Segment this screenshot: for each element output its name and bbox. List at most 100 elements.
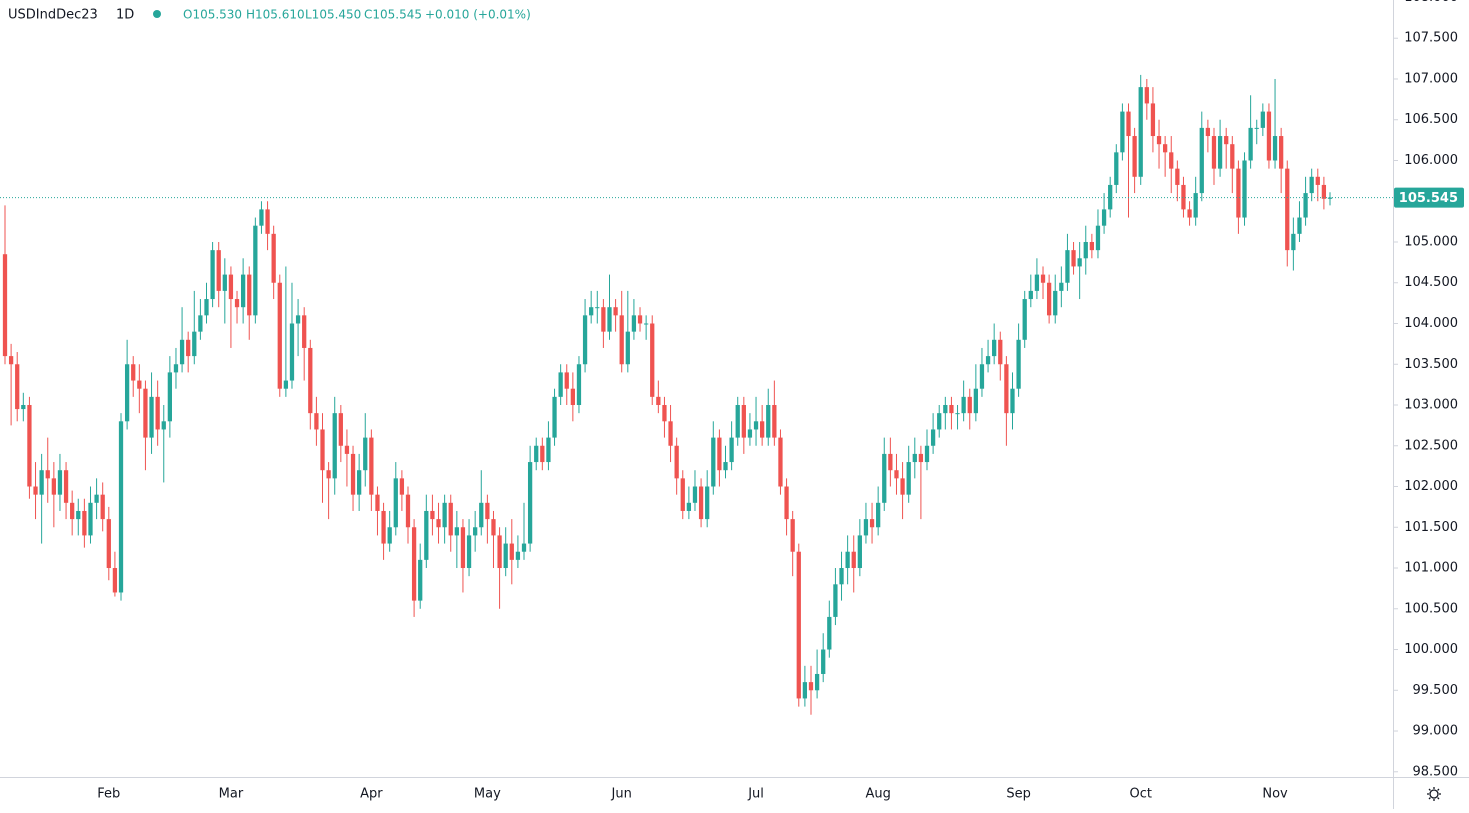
candle-body <box>619 315 624 365</box>
candle-body <box>534 445 539 463</box>
x-tick-label: Oct <box>1129 787 1151 802</box>
candle-body <box>723 462 728 471</box>
y-tick-label: 99.500 <box>1413 683 1459 698</box>
candle-body <box>686 502 692 511</box>
y-tick-label: 104.000 <box>1404 316 1458 331</box>
candle-body <box>399 478 405 495</box>
candle-body <box>1242 160 1247 218</box>
candle-body <box>937 413 942 430</box>
candle-body <box>179 339 185 365</box>
candle-body <box>222 274 227 291</box>
candle-body <box>943 405 948 414</box>
candle-body <box>705 486 710 520</box>
interval[interactable]: 1D <box>116 8 134 23</box>
candle-body <box>894 470 899 479</box>
y-tick-label: 104.500 <box>1404 275 1458 290</box>
candle-body <box>735 405 740 438</box>
candle-body <box>39 470 44 495</box>
settings-icon[interactable] <box>1427 787 1441 801</box>
legend-open: O105.530 <box>183 8 242 22</box>
candle-body <box>802 682 808 699</box>
candle-body <box>1144 87 1149 104</box>
candle-body <box>625 331 630 365</box>
candle-body <box>1040 274 1046 283</box>
candle-body <box>876 502 881 528</box>
candle-body <box>503 543 508 569</box>
candle-body <box>137 380 142 389</box>
candle-body <box>173 364 179 373</box>
symbol[interactable]: USDIndDec23 <box>8 8 98 23</box>
candle-body <box>247 274 252 316</box>
candle-body <box>808 682 814 691</box>
candle-body <box>1327 197 1333 199</box>
candle-body <box>1272 136 1278 161</box>
candle-body <box>143 388 148 438</box>
candle-body <box>1114 152 1119 185</box>
candle-body <box>210 250 215 300</box>
candle-body <box>656 396 661 406</box>
candle-body <box>259 209 264 226</box>
candle-body <box>558 372 563 397</box>
candle-body <box>430 510 435 520</box>
candle-body <box>643 323 649 325</box>
x-tick-label: Aug <box>865 787 890 802</box>
candle-body <box>589 307 594 316</box>
candle-body <box>760 421 765 438</box>
candle-body <box>1236 168 1241 218</box>
candle-body <box>405 494 411 528</box>
candle-body <box>363 437 368 471</box>
candle-body <box>650 323 655 397</box>
candle-body <box>1010 388 1015 414</box>
legend-low: L105.450 <box>305 8 361 22</box>
candle-body <box>82 510 87 536</box>
candle-body <box>1022 299 1027 340</box>
candle-body <box>973 388 978 414</box>
candle-body <box>51 478 56 495</box>
candle-body <box>1315 176 1320 185</box>
candle-body <box>387 527 392 544</box>
candle-body <box>912 453 917 463</box>
candle-body <box>1077 258 1082 267</box>
candle-body <box>766 405 771 438</box>
y-tick-label: 108.000 <box>1404 0 1458 5</box>
candle-body <box>637 315 643 324</box>
candle-body <box>106 519 111 569</box>
candle-body <box>790 519 795 552</box>
x-tick-label: Apr <box>360 787 383 802</box>
candle-body <box>680 478 685 511</box>
candle-body <box>1230 144 1235 169</box>
candle-body <box>698 486 704 520</box>
gear-circle <box>1429 789 1439 799</box>
candle-body <box>540 445 545 463</box>
candle-body <box>576 364 582 406</box>
candle-body <box>1254 127 1259 129</box>
x-tick-label: Mar <box>219 787 244 802</box>
candle-body <box>851 551 856 569</box>
candle-body <box>1138 87 1143 177</box>
candle-body <box>338 413 343 446</box>
candle-body <box>717 437 722 471</box>
candle-body <box>454 527 459 536</box>
candle-body <box>967 396 972 414</box>
candle-body <box>253 225 258 316</box>
y-tick-label: 102.500 <box>1404 438 1458 453</box>
candle-body <box>1120 111 1125 153</box>
candle-body <box>473 527 478 536</box>
x-tick-label: Nov <box>1262 787 1288 802</box>
candle-body <box>1199 127 1204 194</box>
candle-body <box>271 233 276 283</box>
candle-body <box>45 470 50 479</box>
candle-body <box>992 339 997 357</box>
y-tick-label: 102.000 <box>1404 479 1458 494</box>
candle-body <box>1150 103 1156 137</box>
candle-body <box>1028 290 1033 300</box>
candle-body <box>1279 136 1284 169</box>
candle-body <box>979 364 985 389</box>
candle-body <box>839 568 844 585</box>
x-tick-label: Sep <box>1006 787 1031 802</box>
candle-body <box>1297 217 1302 234</box>
candle-body <box>985 356 991 365</box>
candle-body <box>1053 290 1058 316</box>
